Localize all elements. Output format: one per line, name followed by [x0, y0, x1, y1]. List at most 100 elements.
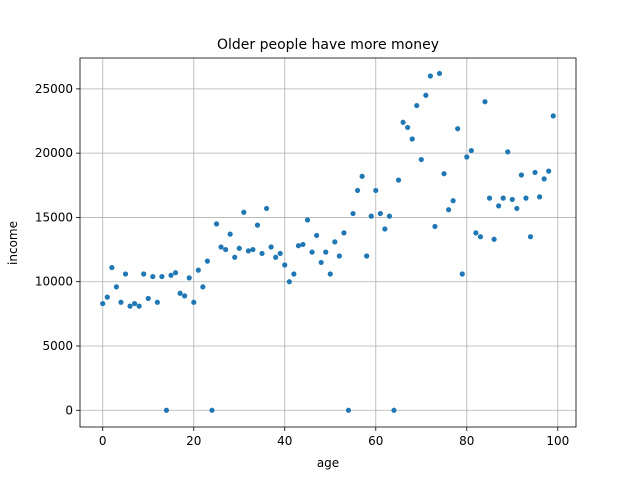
data-point [286, 279, 292, 285]
data-point [482, 99, 488, 105]
data-point [100, 300, 106, 307]
data-point [200, 284, 206, 290]
data-point [541, 176, 547, 182]
data-point [368, 213, 374, 219]
data-point [345, 407, 352, 413]
data-point [122, 271, 129, 277]
data-point [314, 232, 320, 239]
data-point [496, 203, 502, 209]
data-point [514, 205, 520, 212]
data-point [341, 230, 347, 236]
x-tick-label: 40 [277, 434, 292, 448]
data-point [172, 270, 179, 276]
x-tick-label: 0 [99, 434, 107, 448]
data-point [464, 154, 470, 160]
data-point [118, 299, 124, 305]
data-point [168, 272, 174, 278]
data-point [282, 262, 288, 268]
data-point [332, 239, 338, 245]
data-point [273, 254, 279, 260]
data-point [505, 149, 511, 155]
data-point [550, 113, 556, 119]
y-tick-label: 25000 [35, 82, 73, 96]
y-tick-label: 20000 [35, 146, 73, 160]
data-point [104, 294, 110, 300]
x-tick-label: 20 [186, 434, 201, 448]
data-point [418, 156, 424, 163]
x-tick-label: 80 [459, 434, 474, 448]
data-point [136, 303, 142, 309]
data-point [213, 221, 220, 227]
data-point [477, 234, 484, 240]
data-point [532, 169, 538, 176]
data-point [364, 253, 370, 259]
data-point [127, 303, 133, 309]
data-point [350, 210, 356, 217]
data-point [414, 102, 420, 109]
data-point [377, 210, 383, 217]
chart-title: Older people have more money [217, 37, 439, 53]
data-point [323, 249, 329, 255]
data-point [209, 407, 215, 413]
y-tick-label: 5000 [42, 339, 73, 353]
data-point [386, 213, 393, 219]
data-point [373, 187, 379, 194]
data-point [186, 275, 192, 281]
data-point [141, 271, 147, 277]
data-point [132, 300, 138, 307]
y-tick-label: 0 [65, 403, 73, 417]
data-point [523, 195, 529, 201]
data-point [432, 223, 438, 230]
data-point [159, 273, 165, 280]
data-point [336, 253, 342, 259]
data-point [441, 171, 447, 177]
data-point [536, 194, 543, 200]
plot-frame [79, 57, 577, 428]
data-point [227, 231, 233, 237]
data-point [354, 187, 361, 194]
data-point [309, 249, 315, 255]
data-point [395, 177, 402, 183]
grid-lines [80, 58, 576, 427]
data-point [145, 295, 151, 302]
data-point [191, 299, 197, 305]
data-point [300, 241, 306, 248]
data-point [263, 205, 270, 212]
data-point [304, 217, 311, 223]
data-point [459, 271, 465, 277]
data-point [327, 271, 333, 277]
data-point [163, 407, 170, 413]
data-point [268, 244, 274, 250]
x-tick-label: 100 [546, 434, 569, 448]
data-point [405, 124, 411, 131]
data-point [486, 195, 493, 201]
y-axis-label: income [6, 221, 20, 265]
data-point [204, 258, 211, 264]
data-point [509, 196, 515, 203]
data-point [455, 126, 461, 132]
data-point [318, 259, 324, 266]
data-point [527, 234, 534, 240]
data-point [500, 195, 506, 201]
data-point [409, 136, 415, 142]
data-point [232, 254, 238, 260]
data-point [468, 147, 474, 154]
x-axis-label: age [317, 456, 339, 470]
data-point [391, 407, 397, 413]
data-point [359, 173, 365, 179]
y-tick-label: 15000 [35, 210, 73, 224]
data-point [400, 119, 406, 125]
data-point [241, 209, 247, 215]
data-point [109, 264, 115, 271]
data-point [382, 226, 388, 232]
data-point [259, 250, 265, 257]
data-point [254, 222, 261, 228]
data-point [518, 172, 524, 178]
data-point [436, 70, 443, 77]
data-points [100, 70, 556, 413]
data-point [491, 236, 497, 242]
data-point [154, 299, 160, 305]
data-point [177, 290, 183, 296]
data-point [150, 273, 156, 280]
